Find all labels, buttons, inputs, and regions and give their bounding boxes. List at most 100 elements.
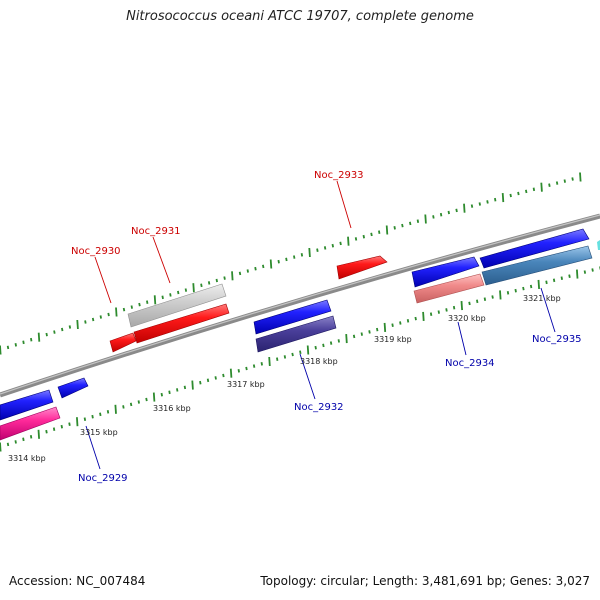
lower-tick-21 (160, 392, 163, 397)
genome-backbone-highlight (0, 214, 600, 395)
lower-tick-16 (122, 405, 125, 409)
upper-tick-68 (525, 189, 528, 194)
upper-tick-0 (0, 345, 2, 355)
forward-gene-blue-small[interactable] (57, 377, 89, 399)
upper-tick-45 (347, 236, 350, 246)
scale-label-3314: 3314 kbp (8, 454, 46, 463)
upper-tick-70 (540, 182, 543, 192)
upper-tick-23 (177, 290, 180, 295)
upper-tick-29 (223, 276, 226, 280)
lower-tick-39 (299, 350, 302, 355)
lower-tick-13 (99, 412, 102, 417)
lower-tick-27 (206, 378, 210, 383)
lower-tick-29 (222, 373, 225, 378)
reverse-gene-noc-2934[interactable] (413, 273, 485, 304)
upper-tick-66 (509, 193, 512, 198)
lower-tick-31 (237, 369, 240, 373)
reverse-gene-noc-2932[interactable] (255, 315, 337, 353)
upper-tick-6 (45, 332, 48, 337)
forward-gene-blue-2932[interactable] (253, 299, 332, 335)
forward-gene-blue-2934[interactable] (411, 256, 480, 288)
lower-tick-66 (506, 291, 510, 295)
upper-tick-69 (532, 187, 536, 192)
lower-tick-68 (522, 286, 525, 291)
lower-tick-64 (491, 295, 494, 299)
lower-tick-71 (545, 280, 548, 285)
reverse-gene-noc-2935[interactable] (481, 245, 593, 286)
lower-tick-76 (583, 270, 587, 274)
gene-label-noc-2935: Noc_2935 (532, 334, 582, 345)
upper-tick-44 (339, 241, 342, 246)
forward-gene-noc-2930[interactable] (109, 332, 137, 353)
upper-tick-51 (393, 226, 396, 230)
upper-tick-42 (323, 246, 327, 250)
lower-tick-51 (391, 323, 394, 327)
upper-tick-14 (107, 312, 110, 317)
upper-tick-9 (68, 325, 72, 329)
gene-label-noc-2930: Noc_2930 (71, 246, 121, 257)
lower-tick-2 (14, 440, 17, 444)
lower-tick-62 (476, 299, 479, 304)
scale-label-3320: 3320 kbp (448, 314, 486, 323)
upper-tick-46 (354, 237, 358, 241)
forward-gene-blue-left[interactable] (0, 389, 54, 421)
reverse-gene-noc-2929[interactable] (0, 406, 61, 441)
lower-tick-40 (306, 345, 310, 355)
upper-tick-8 (61, 327, 64, 332)
lower-tick-14 (106, 410, 110, 414)
lower-tick-3 (22, 437, 25, 442)
lower-tick-63 (483, 297, 487, 301)
upper-tick-28 (215, 278, 218, 283)
forward-gene-blue-2935[interactable] (479, 228, 590, 269)
upper-tick-75 (579, 172, 582, 182)
upper-tick-10 (76, 319, 79, 330)
upper-tick-20 (153, 295, 157, 305)
lower-tick-50 (383, 322, 387, 332)
lower-tick-11 (83, 417, 87, 421)
upper-tick-25 (192, 283, 195, 293)
upper-tick-27 (207, 281, 211, 285)
scale-label-3316: 3316 kbp (153, 404, 191, 413)
lower-tick-20 (152, 392, 156, 402)
upper-tick-67 (517, 191, 520, 196)
upper-tick-48 (370, 232, 373, 237)
reverse-gene-edge[interactable] (597, 240, 600, 250)
reverse-tick-row (0, 266, 600, 452)
scale-label-3318: 3318 kbp (300, 357, 338, 366)
lower-tick-41 (314, 345, 317, 350)
map-title: Nitrosococcus oceani ATCC 19707, complet… (126, 9, 474, 24)
upper-tick-58 (447, 210, 450, 215)
lower-tick-35 (268, 356, 271, 367)
lower-tick-36 (276, 357, 279, 361)
upper-tick-40 (308, 247, 311, 258)
lower-tick-58 (445, 308, 448, 312)
upper-tick-1 (6, 345, 10, 350)
upper-tick-22 (169, 293, 172, 297)
lower-tick-69 (529, 284, 533, 289)
forward-gene-gray[interactable] (127, 283, 227, 328)
lower-tick-75 (576, 269, 579, 279)
lower-tick-42 (322, 343, 325, 348)
lower-tick-38 (291, 352, 294, 357)
scale-label-3319: 3319 kbp (374, 335, 412, 344)
upper-tick-33 (254, 266, 257, 271)
upper-tick-17 (130, 305, 133, 309)
gene-label-noc-2933: Noc_2933 (314, 170, 364, 181)
lower-tick-48 (368, 330, 371, 334)
forward-gene-noc-2931[interactable] (133, 303, 230, 344)
upper-tick-55 (424, 214, 427, 224)
scale-label-3317: 3317 kbp (227, 380, 265, 389)
lower-tick-4 (29, 435, 33, 439)
upper-tick-71 (548, 183, 551, 187)
lower-tick-47 (360, 332, 363, 336)
lower-tick-5 (37, 429, 40, 439)
lower-tick-43 (329, 341, 333, 345)
lower-tick-67 (514, 288, 517, 293)
lower-tick-30 (229, 368, 233, 378)
upper-tick-30 (231, 271, 234, 281)
lower-tick-1 (6, 442, 10, 447)
upper-tick-60 (463, 203, 466, 213)
lower-tick-56 (429, 312, 433, 316)
forward-gene-noc-2933[interactable] (336, 255, 388, 280)
